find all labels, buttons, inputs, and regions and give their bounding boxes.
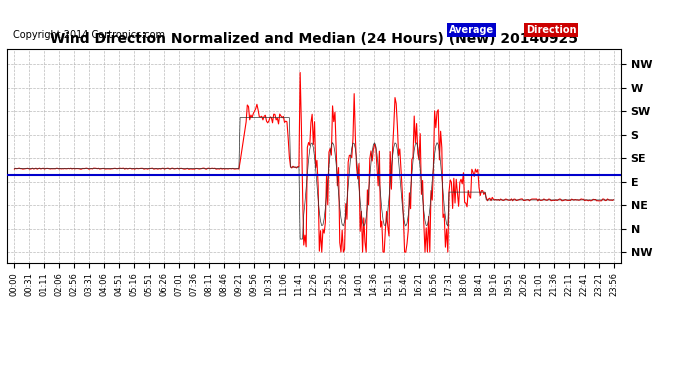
Title: Wind Direction Normalized and Median (24 Hours) (New) 20140925: Wind Direction Normalized and Median (24… <box>50 32 578 46</box>
Text: Direction: Direction <box>526 25 576 35</box>
Text: Copyright 2014 Cartronics.com: Copyright 2014 Cartronics.com <box>13 30 165 40</box>
Text: Average: Average <box>449 25 494 35</box>
